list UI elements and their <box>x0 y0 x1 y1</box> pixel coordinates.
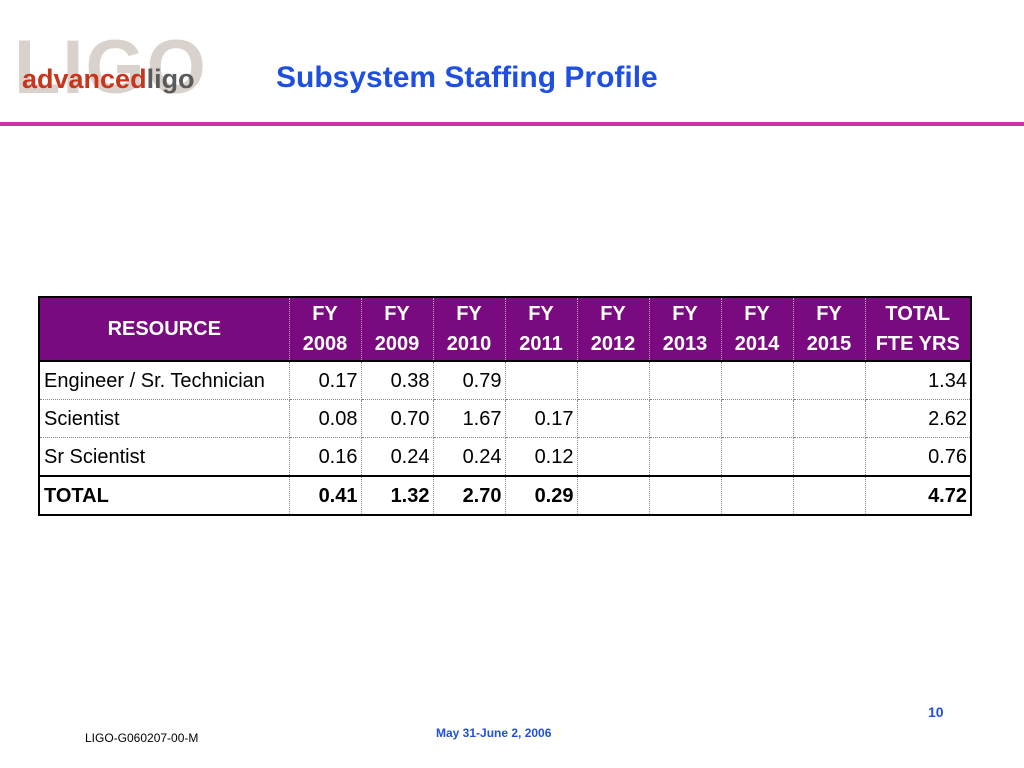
table-header-row: RESOURCE FY 2008 FY 2009 FY 2010 FY 2011 FY 2… <box>38 296 972 362</box>
header-line2: 2010 <box>446 333 492 355</box>
table-row: Engineer / Sr. Technician 0.17 0.38 0.79… <box>38 360 972 400</box>
header-fy2009: FY 2009 <box>360 296 434 362</box>
cell-value: 0.41 <box>288 475 362 516</box>
cell-value <box>648 360 722 400</box>
cell-value <box>576 475 650 516</box>
cell-value: 0.70 <box>360 399 434 438</box>
staffing-table: RESOURCE FY 2008 FY 2009 FY 2010 FY 2011 FY 2… <box>38 296 972 516</box>
cell-value: 0.38 <box>360 360 434 400</box>
cell-value <box>792 437 866 477</box>
cell-value <box>648 475 722 516</box>
row-label: Engineer / Sr. Technician <box>38 360 290 400</box>
cell-total: 2.62 <box>864 399 972 438</box>
header-fy2013: FY 2013 <box>648 296 722 362</box>
table-row: Scientist 0.08 0.70 1.67 0.17 2.62 <box>38 399 972 438</box>
table-row: Sr Scientist 0.16 0.24 0.24 0.12 0.76 <box>38 437 972 477</box>
cell-value: 1.32 <box>360 475 434 516</box>
table-total-row: TOTAL 0.41 1.32 2.70 0.29 4.72 <box>38 475 972 516</box>
row-label: TOTAL <box>38 475 290 516</box>
cell-value <box>792 360 866 400</box>
header-line2: 2014 <box>734 333 780 355</box>
cell-total: 1.34 <box>864 360 972 400</box>
header-line1: FY <box>456 303 482 325</box>
logo-word-advanced: advanced <box>22 64 147 94</box>
row-label: Scientist <box>38 399 290 438</box>
header-line1: FY <box>312 303 338 325</box>
cell-value <box>576 399 650 438</box>
cell-value: 0.29 <box>504 475 578 516</box>
header-line2: 2011 <box>519 333 563 355</box>
header-fy2012: FY 2012 <box>576 296 650 362</box>
header-resource: RESOURCE <box>38 296 290 362</box>
header-line2: 2012 <box>590 333 636 355</box>
header-line1: FY <box>672 303 698 325</box>
title-divider <box>0 122 1024 126</box>
cell-value: 0.24 <box>360 437 434 477</box>
cell-value <box>720 360 794 400</box>
logo-word-ligo: ligo <box>146 64 195 94</box>
cell-value <box>648 437 722 477</box>
cell-value: 0.17 <box>288 360 362 400</box>
document-id: LIGO-G060207-00-M <box>85 731 199 745</box>
page-number: 10 <box>928 704 944 720</box>
cell-value: 1.67 <box>432 399 506 438</box>
logo-wordmark: advancedligo <box>22 64 195 94</box>
header-line2: 2008 <box>302 333 348 355</box>
cell-value: 0.17 <box>504 399 578 438</box>
header-fy2011: FY 2011 <box>504 296 578 362</box>
advanced-ligo-logo: LIGO advancedligo <box>14 30 214 106</box>
cell-value <box>648 399 722 438</box>
cell-value <box>720 437 794 477</box>
slide-title: Subsystem Staffing Profile <box>276 61 658 94</box>
footer-date: May 31-June 2, 2006 <box>436 726 552 740</box>
cell-value <box>504 360 578 400</box>
header-line1: FY <box>384 303 410 325</box>
cell-value <box>576 360 650 400</box>
cell-total: 0.76 <box>864 437 972 477</box>
cell-value: 0.24 <box>432 437 506 477</box>
header-line2: FTE YRS <box>875 333 960 355</box>
cell-value <box>720 399 794 438</box>
cell-value <box>720 475 794 516</box>
cell-value <box>792 475 866 516</box>
header-fy2014: FY 2014 <box>720 296 794 362</box>
cell-value <box>792 399 866 438</box>
cell-value: 0.79 <box>432 360 506 400</box>
header-line1: FY <box>744 303 770 325</box>
ligo-watermark: LIGO <box>14 25 208 110</box>
header-total-fte: TOTAL FTE YRS <box>864 296 972 362</box>
cell-value: 0.12 <box>504 437 578 477</box>
row-label: Sr Scientist <box>38 437 290 477</box>
header-line1: TOTAL <box>885 303 951 325</box>
header-line1: FY <box>528 303 554 325</box>
cell-value: 0.16 <box>288 437 362 477</box>
header-fy2008: FY 2008 <box>288 296 362 362</box>
header-line1: FY <box>816 303 842 325</box>
header-fy2010: FY 2010 <box>432 296 506 362</box>
cell-value <box>576 437 650 477</box>
header-fy2015: FY 2015 <box>792 296 866 362</box>
header-line2: 2015 <box>806 333 852 355</box>
header-line1: FY <box>600 303 626 325</box>
header-line2: 2009 <box>374 333 420 355</box>
cell-total: 4.72 <box>864 475 972 516</box>
header-line2: 2013 <box>662 333 708 355</box>
cell-value: 0.08 <box>288 399 362 438</box>
cell-value: 2.70 <box>432 475 506 516</box>
